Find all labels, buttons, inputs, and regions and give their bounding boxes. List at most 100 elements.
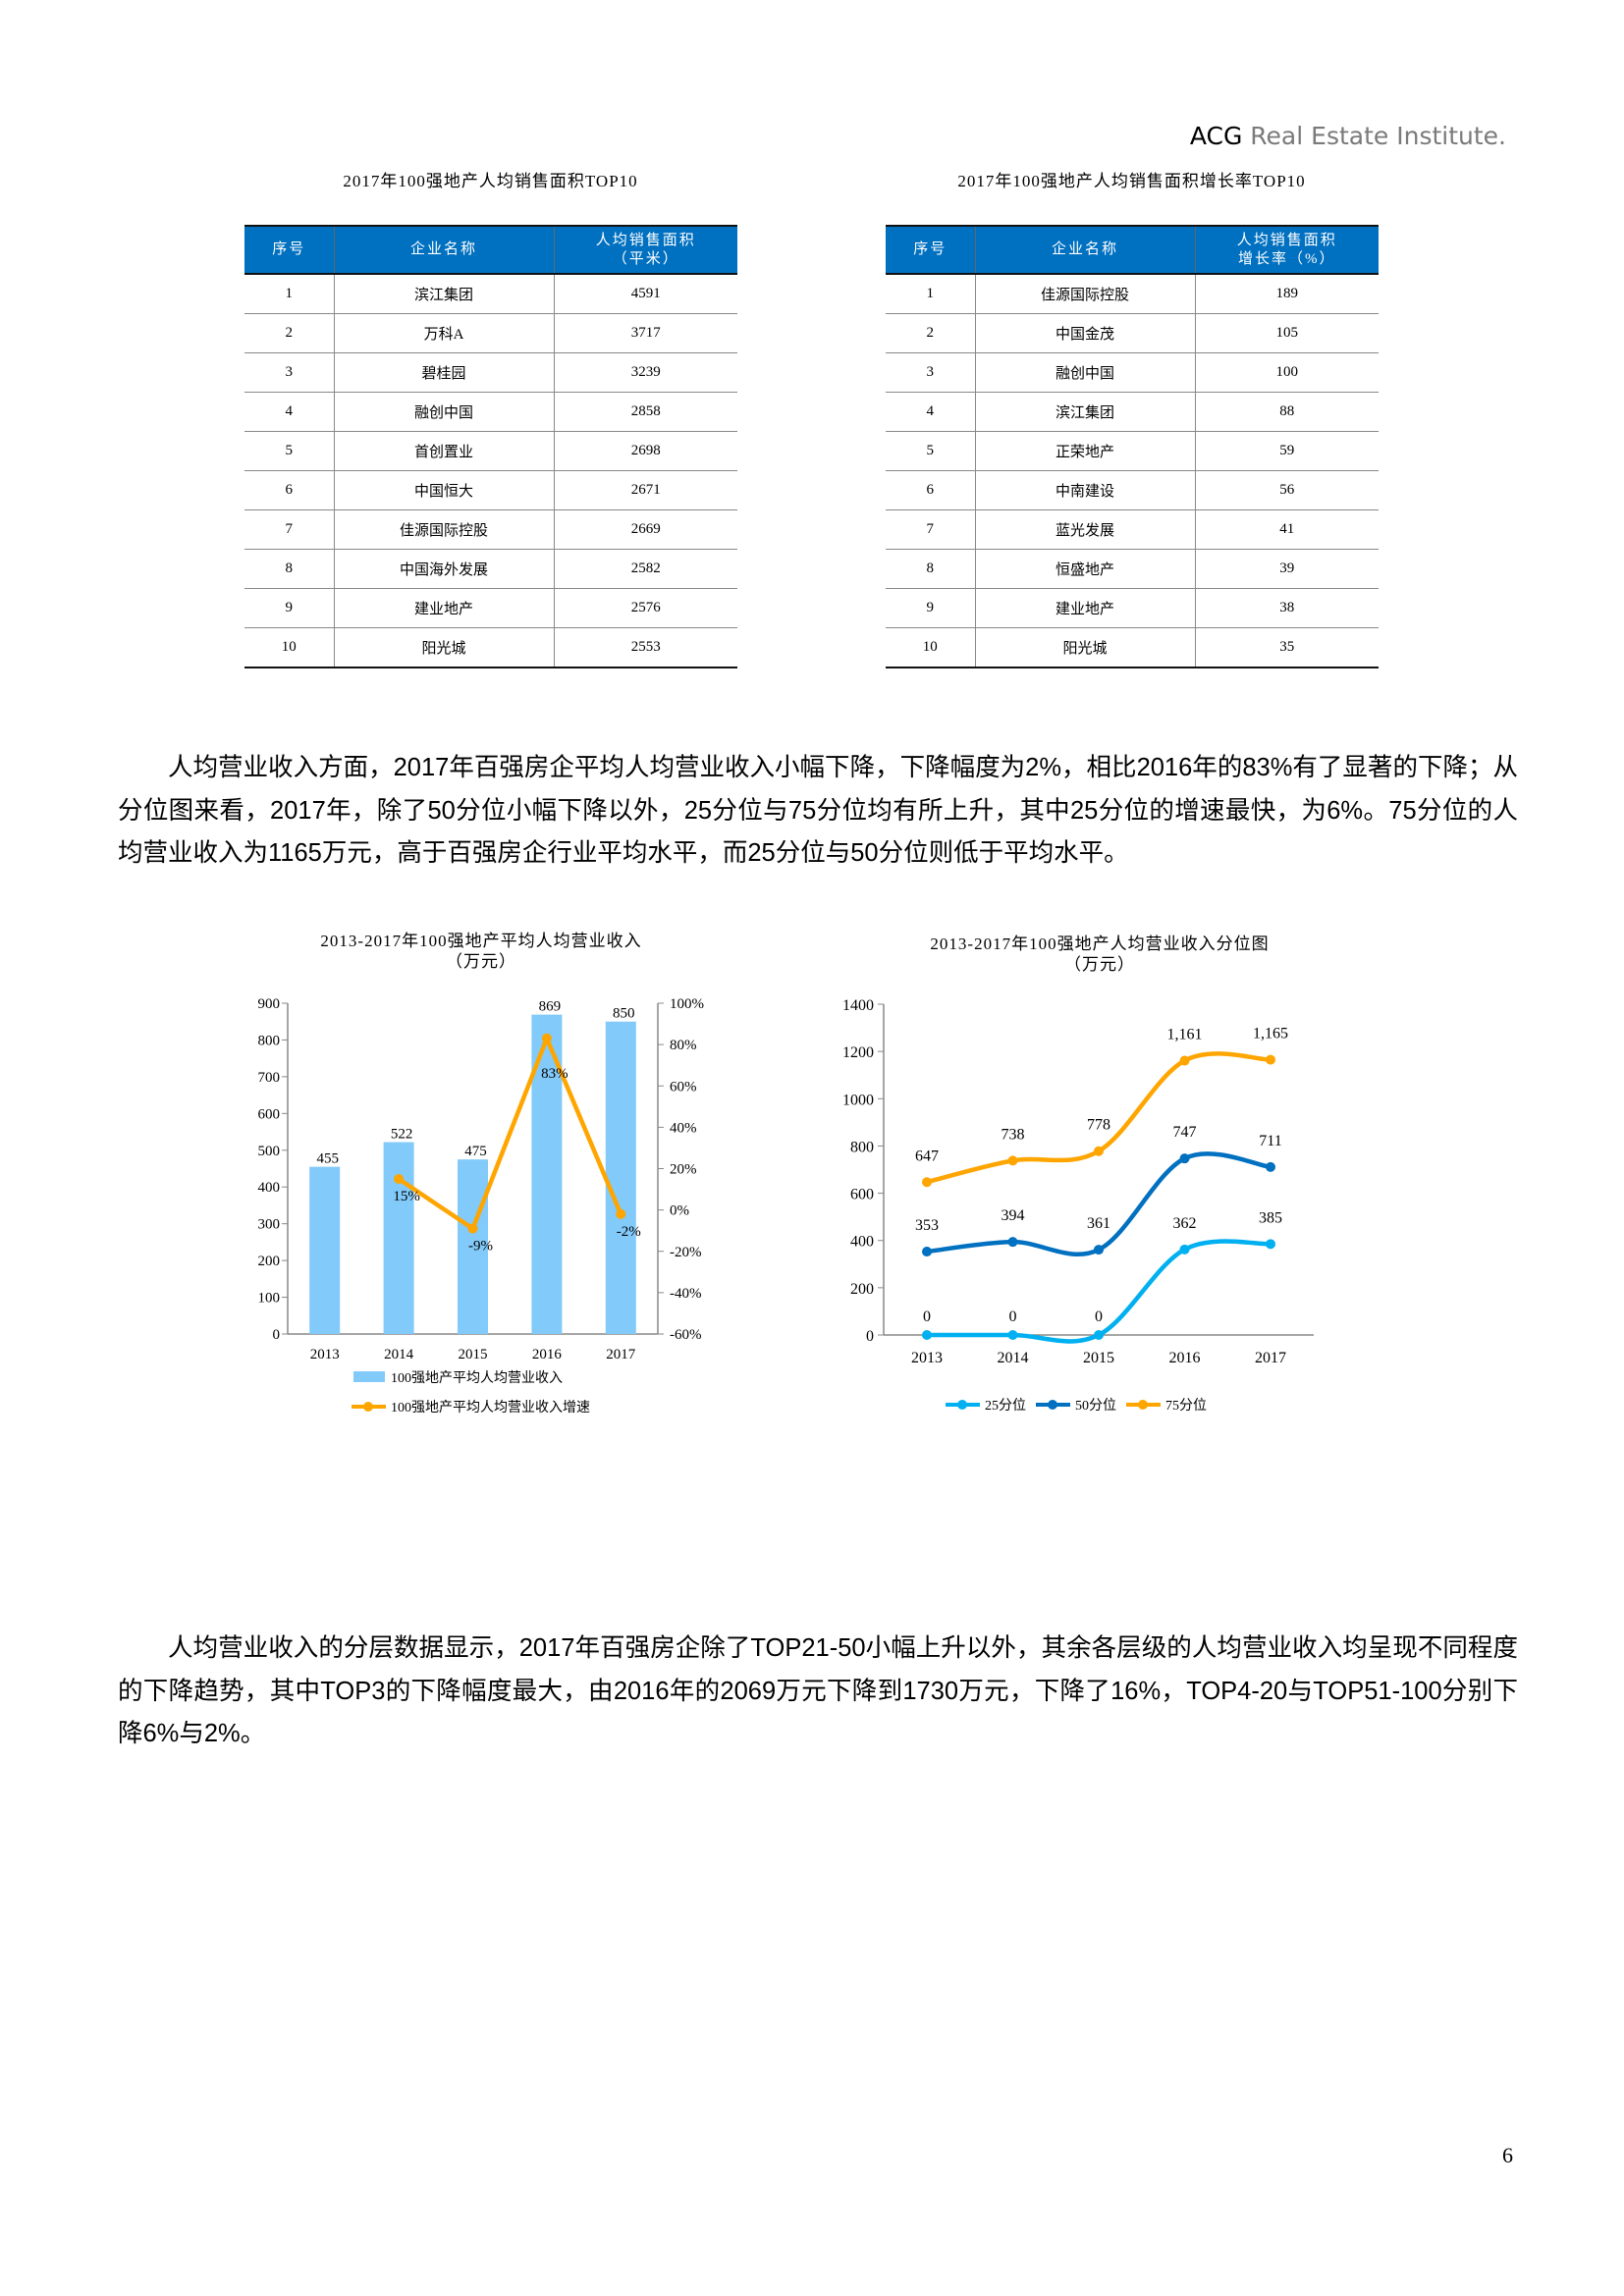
y-tick-label: 0: [273, 1327, 281, 1343]
col-header-company: 企业名称: [974, 225, 1195, 275]
table-row: 9 建业地产 2576: [244, 588, 737, 628]
bar: [605, 1021, 636, 1334]
paragraph-revenue-overview: 人均营业收入方面，2017年百强房企平均人均营业收入小幅下降，下降幅度为2%，相…: [118, 754, 1518, 867]
y-tick-label: 1400: [842, 997, 874, 1014]
col-header-rank: 序号: [244, 225, 334, 275]
cell-rank: 3: [244, 352, 334, 393]
data-value-label: 362: [1173, 1215, 1197, 1232]
y2-tick-label: 20%: [670, 1162, 697, 1178]
bar: [458, 1159, 488, 1334]
brand-rest: Real Estate Institute.: [1242, 122, 1506, 150]
data-point: [1094, 1330, 1104, 1340]
table-row: 3 融创中国 100: [886, 352, 1379, 393]
cell-value: 39: [1194, 549, 1379, 589]
bar-value-label: 869: [539, 999, 562, 1015]
data-point: [922, 1247, 932, 1257]
cell-rank: 3: [886, 352, 975, 393]
data-value-label: 747: [1173, 1124, 1197, 1141]
data-point: [1007, 1330, 1018, 1340]
x-tick-label: 2014: [384, 1347, 414, 1362]
data-value-label: 0: [1009, 1308, 1017, 1325]
legend-bar-label: 100强地产平均人均营业收入: [391, 1370, 563, 1386]
y-tick-label: 100: [258, 1291, 281, 1307]
data-point: [1266, 1239, 1275, 1250]
table-row: 5 首创置业 2698: [244, 431, 737, 471]
data-value-label: 1,165: [1253, 1026, 1288, 1042]
table2-title: 2017年100强地产人均销售面积增长率TOP10: [957, 172, 1306, 190]
col-header-value-line2: （平米）: [612, 250, 679, 267]
cell-rank: 10: [244, 627, 334, 668]
cell-value: 2669: [553, 509, 737, 550]
paragraph-revenue-tiers: 人均营业收入的分层数据显示，2017年百强房企除了TOP21-50小幅上升以外，…: [118, 1634, 1518, 1747]
cell-company: 滨江集团: [333, 274, 554, 314]
cell-value: 2582: [553, 549, 737, 589]
table-row: 9 建业地产 38: [886, 588, 1379, 628]
cell-rank: 2: [244, 313, 334, 353]
bar-value-label: 455: [316, 1151, 339, 1167]
chart2-title: 2013-2017年100强地产人均营业收入分位图 （万元）: [884, 934, 1316, 975]
data-value-label: 394: [1001, 1207, 1025, 1224]
x-tick-label: 2016: [1169, 1350, 1201, 1366]
growth-line: [397, 1032, 623, 1233]
y2-tick-label: 60%: [670, 1079, 697, 1095]
cell-rank: 4: [886, 392, 975, 432]
cell-value: 105: [1194, 313, 1379, 353]
table-row: 3 碧桂园 3239: [244, 352, 737, 393]
legend-line-marker: [363, 1402, 373, 1412]
cell-company: 碧桂园: [333, 352, 554, 393]
cell-rank: 7: [244, 509, 334, 550]
table-header-row: 序号 企业名称 人均销售面积 （平米）: [244, 225, 737, 275]
table-row: 8 恒盛地产 39: [886, 549, 1379, 589]
cell-value: 100: [1194, 352, 1379, 393]
cell-value: 35: [1194, 627, 1379, 668]
growth-point: [394, 1174, 405, 1185]
data-point: [1094, 1146, 1104, 1156]
cell-value: 38: [1194, 588, 1379, 628]
y-tick-label: 600: [850, 1187, 874, 1203]
cell-rank: 10: [886, 627, 975, 668]
cell-company: 阳光城: [333, 627, 554, 668]
x-tick-label: 2013: [911, 1350, 943, 1366]
series-line-25分位: [927, 1239, 1272, 1344]
table-row: 10 阳光城 35: [886, 627, 1379, 668]
cell-rank: 4: [244, 392, 334, 432]
y-tick-label: 0: [866, 1328, 874, 1345]
cell-company: 正荣地产: [974, 431, 1195, 471]
cell-company: 滨江集团: [974, 392, 1195, 432]
data-value-label: 353: [915, 1217, 939, 1234]
legend-label: 75分位: [1165, 1398, 1207, 1414]
col-header-rank: 序号: [886, 225, 975, 275]
growth-point: [541, 1033, 552, 1043]
legend-label: 50分位: [1075, 1398, 1116, 1414]
y2-tick-label: 0%: [670, 1203, 689, 1219]
legend-marker: [957, 1400, 967, 1410]
y-tick-label: 1000: [842, 1092, 874, 1108]
data-point: [1179, 1055, 1190, 1066]
chart1-subtitle: （万元）: [446, 952, 516, 971]
cell-company: 建业地产: [974, 588, 1195, 628]
y-tick-label: 500: [258, 1144, 281, 1159]
cell-company: 融创中国: [333, 392, 554, 432]
col-header-value-line1: 人均销售面积: [595, 232, 696, 248]
table-row: 2 万科A 3717: [244, 313, 737, 353]
cell-value: 2576: [553, 588, 737, 628]
table-row: 7 佳源国际控股 2669: [244, 509, 737, 550]
data-value-label: 1,161: [1167, 1027, 1203, 1043]
cell-value: 41: [1194, 509, 1379, 550]
data-value-label: 0: [923, 1308, 931, 1325]
data-point: [1266, 1161, 1275, 1172]
legend-label: 25分位: [985, 1398, 1026, 1414]
table1-title: 2017年100强地产人均销售面积TOP10: [343, 172, 638, 190]
chart2-title-text: 2013-2017年100强地产人均营业收入分位图: [930, 934, 1270, 953]
cell-company: 中南建设: [974, 470, 1195, 510]
cell-rank: 1: [886, 274, 975, 314]
x-tick-label: 2014: [998, 1350, 1029, 1366]
cell-value: 2698: [553, 431, 737, 471]
cell-value: 189: [1194, 274, 1379, 314]
sales-area-growth-table: 序号 企业名称 人均销售面积 增长率（%） 1 佳源国际控股 189 2 中国金茂 105 3…: [886, 225, 1379, 668]
y2-tick-label: -40%: [670, 1286, 702, 1302]
cell-value: 4591: [553, 274, 737, 314]
y-tick-label: 600: [258, 1106, 281, 1122]
y-tick-label: 300: [258, 1217, 281, 1233]
